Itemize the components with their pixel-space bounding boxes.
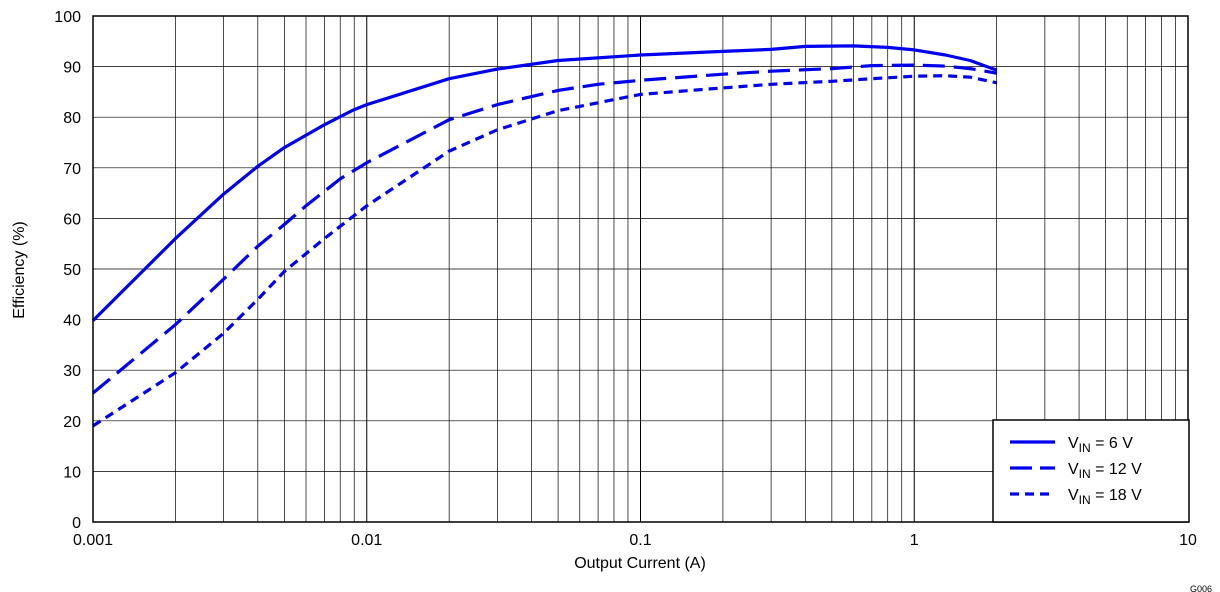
- x-tick-label: 0.01: [351, 532, 382, 549]
- x-tick-label: 1: [910, 532, 919, 549]
- y-tick-label: 50: [63, 262, 81, 279]
- series-line-2: [93, 65, 997, 393]
- y-tick-labels: 0 10 20 30 40 50 60 70 80 90 100: [54, 9, 81, 532]
- y-tick-label: 90: [63, 60, 81, 77]
- y-tick-label: 100: [54, 9, 81, 26]
- series-lines: [93, 46, 997, 426]
- x-tick-label: 0.001: [73, 532, 113, 549]
- y-tick-label: 20: [63, 414, 81, 431]
- x-tick-label: 10: [1179, 532, 1197, 549]
- y-tick-label: 10: [63, 464, 81, 481]
- y-tick-label: 70: [63, 161, 81, 178]
- y-axis-title: Efficiency (%): [11, 221, 28, 319]
- y-tick-label: 60: [63, 211, 81, 228]
- x-axis-title: Output Current (A): [574, 555, 706, 572]
- y-tick-label: 80: [63, 110, 81, 127]
- x-tick-labels: 0.001 0.01 0.1 1 10: [73, 532, 1197, 549]
- y-tick-label: 30: [63, 363, 81, 380]
- figure-id: G006: [1190, 584, 1212, 592]
- y-tick-label: 0: [72, 515, 81, 532]
- series-line-1: [93, 46, 997, 321]
- y-tick-label: 40: [63, 313, 81, 330]
- x-tick-label: 0.1: [629, 532, 651, 549]
- series-line-3: [93, 76, 997, 426]
